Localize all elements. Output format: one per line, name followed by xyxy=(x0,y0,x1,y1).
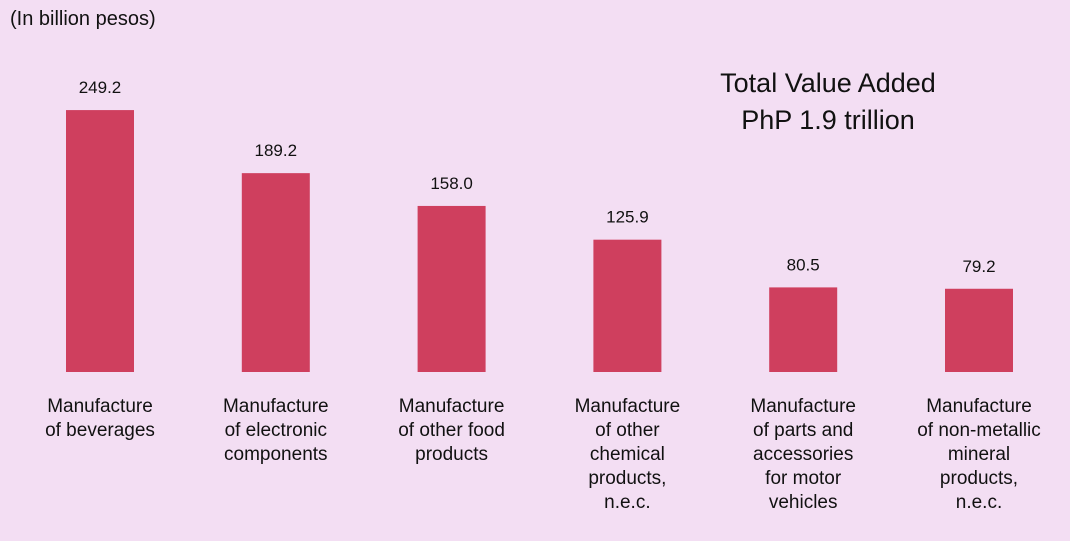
chart-title: Total Value Added xyxy=(720,68,936,98)
value-label: 189.2 xyxy=(255,141,298,160)
value-label: 79.2 xyxy=(962,257,995,276)
value-label: 80.5 xyxy=(787,255,820,274)
bar xyxy=(66,110,134,373)
chart-subtitle: PhP 1.9 trillion xyxy=(741,105,915,135)
bar xyxy=(593,239,662,372)
bar xyxy=(945,288,1013,372)
bar xyxy=(417,205,486,372)
category-label: Manufacture of parts and accessories for… xyxy=(750,396,856,513)
value-label: 249.2 xyxy=(79,78,122,97)
bar xyxy=(241,173,310,372)
category-label: Manufacture of beverages xyxy=(45,396,155,441)
value-label: 125.9 xyxy=(606,208,649,227)
category-label: Manufacture of other food products xyxy=(398,396,505,465)
bar xyxy=(769,287,838,372)
category-label: Manufacture of non-metallic mineral prod… xyxy=(917,396,1041,513)
unit-label: (In billion pesos) xyxy=(10,8,156,30)
category-label: Manufacture of electronic components xyxy=(222,396,329,465)
value-label: 158.0 xyxy=(430,174,473,193)
category-label: Manufacture of other chemical products, … xyxy=(574,396,681,513)
